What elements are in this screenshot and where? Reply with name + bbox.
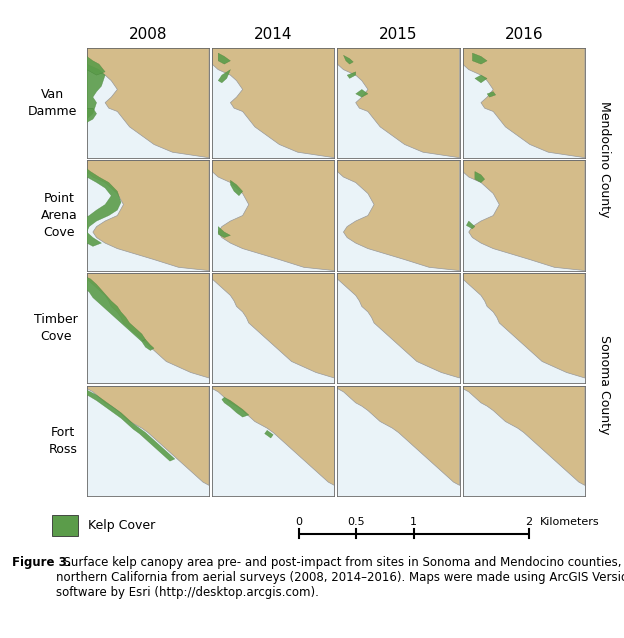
- Polygon shape: [83, 276, 145, 342]
- Polygon shape: [212, 274, 334, 378]
- Bar: [52, 515, 78, 536]
- Polygon shape: [475, 75, 487, 83]
- Text: Van
Damme: Van Damme: [28, 87, 77, 117]
- Text: 2014: 2014: [254, 27, 293, 42]
- Polygon shape: [338, 386, 460, 486]
- Text: Fort
Ross: Fort Ross: [49, 426, 77, 456]
- Polygon shape: [218, 226, 230, 237]
- Polygon shape: [83, 108, 97, 122]
- Text: 0.5: 0.5: [348, 517, 365, 528]
- Text: Timber
Cove: Timber Cove: [34, 313, 77, 343]
- Polygon shape: [212, 386, 334, 486]
- Polygon shape: [87, 56, 105, 75]
- Text: Mendocino County: Mendocino County: [598, 101, 611, 218]
- Text: Figure 3.: Figure 3.: [12, 556, 72, 568]
- Polygon shape: [462, 386, 585, 486]
- Text: Surface kelp canopy area pre- and post-impact from sites in Sonoma and Mendocino: Surface kelp canopy area pre- and post-i…: [56, 556, 624, 598]
- Polygon shape: [338, 274, 460, 378]
- Polygon shape: [83, 232, 102, 246]
- Polygon shape: [87, 48, 209, 158]
- Polygon shape: [142, 339, 154, 350]
- Polygon shape: [462, 274, 585, 378]
- Polygon shape: [487, 92, 495, 97]
- Polygon shape: [212, 48, 334, 158]
- Text: 1: 1: [411, 517, 417, 528]
- Polygon shape: [338, 161, 460, 271]
- Polygon shape: [83, 389, 175, 461]
- Text: Kelp Cover: Kelp Cover: [89, 519, 155, 531]
- Text: 2008: 2008: [129, 27, 167, 42]
- Text: Point
Arena
Cove: Point Arena Cove: [41, 192, 77, 239]
- Polygon shape: [347, 72, 356, 78]
- Polygon shape: [87, 274, 209, 378]
- Polygon shape: [77, 64, 105, 119]
- Polygon shape: [472, 53, 487, 64]
- Polygon shape: [80, 166, 121, 232]
- Polygon shape: [265, 431, 273, 438]
- Text: 0: 0: [295, 517, 302, 528]
- Polygon shape: [218, 53, 230, 64]
- Polygon shape: [475, 172, 485, 182]
- Polygon shape: [212, 161, 334, 271]
- Polygon shape: [338, 48, 460, 158]
- Text: 2015: 2015: [379, 27, 417, 42]
- Text: 2: 2: [525, 517, 533, 528]
- Polygon shape: [466, 221, 475, 229]
- Polygon shape: [87, 161, 209, 271]
- Polygon shape: [462, 48, 585, 158]
- Text: Sonoma County: Sonoma County: [598, 335, 611, 434]
- Polygon shape: [343, 56, 353, 64]
- Polygon shape: [87, 386, 209, 486]
- Polygon shape: [222, 397, 249, 417]
- Polygon shape: [230, 181, 243, 196]
- Polygon shape: [218, 70, 230, 83]
- Text: 2016: 2016: [504, 27, 543, 42]
- Text: Kilometers: Kilometers: [540, 517, 600, 528]
- Polygon shape: [356, 89, 368, 97]
- Polygon shape: [462, 161, 585, 271]
